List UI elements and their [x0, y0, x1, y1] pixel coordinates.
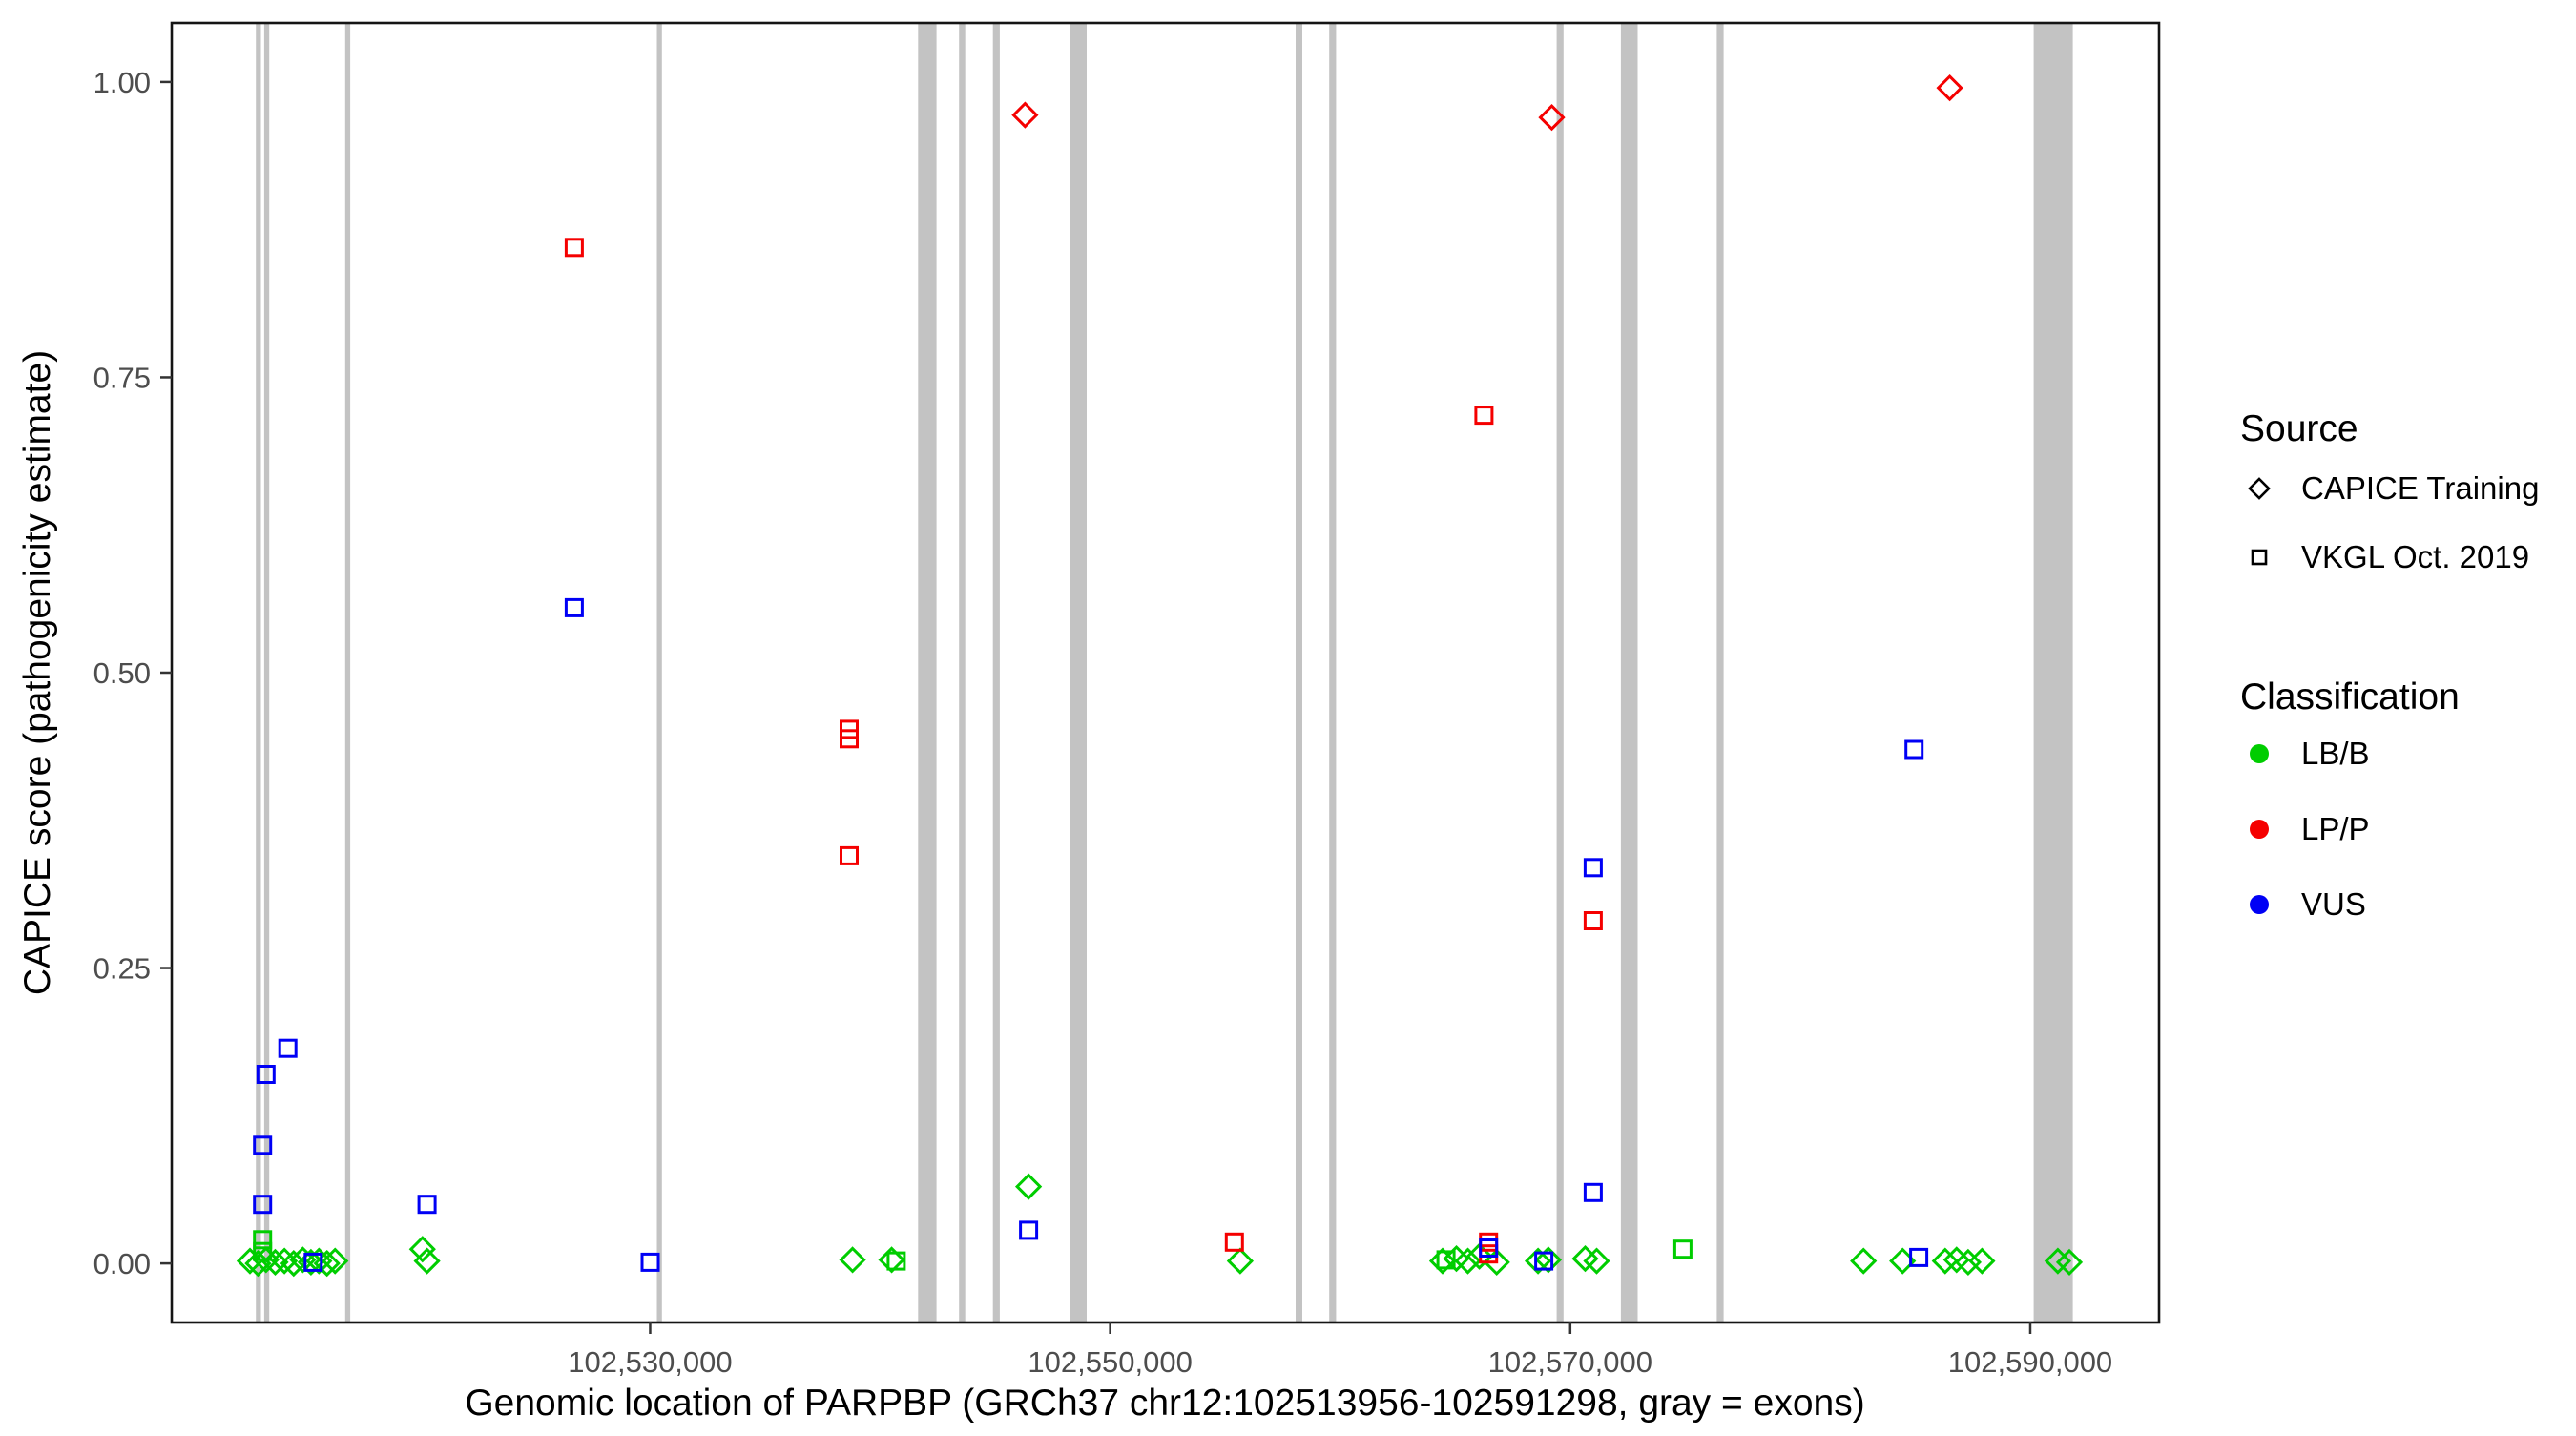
- exon-band: [1296, 23, 1302, 1322]
- data-point-diamond: [408, 1236, 436, 1263]
- point-layer: [236, 73, 2084, 1278]
- data-point-diamond: [1011, 101, 1039, 129]
- data-point-diamond: [413, 1247, 441, 1275]
- legend-item-vkgl: VKGL Oct. 2019: [2301, 539, 2529, 574]
- data-point-diamond: [1524, 1247, 1552, 1275]
- data-point-square: [278, 1038, 298, 1058]
- y-tick-label: 1.00: [93, 66, 151, 99]
- data-point-diamond: [2055, 1248, 2084, 1277]
- data-point-diamond: [1954, 1248, 1983, 1277]
- data-point-diamond: [252, 1246, 280, 1274]
- exon-band: [1620, 23, 1638, 1322]
- exon-band: [992, 23, 1000, 1322]
- exon-band: [1329, 23, 1337, 1322]
- y-tick-label: 0.00: [93, 1247, 151, 1280]
- data-point-diamond: [839, 1246, 866, 1274]
- exon-band: [656, 23, 662, 1322]
- data-point-diamond: [1014, 1173, 1043, 1200]
- y-axis-title: CAPICE score (pathogenicity estimate): [17, 350, 58, 995]
- data-point-square: [564, 597, 584, 617]
- exon-band: [959, 23, 966, 1322]
- data-point-square: [256, 1065, 276, 1084]
- legend-source-title: Source: [2240, 408, 2358, 449]
- data-point-square: [1583, 1182, 1603, 1202]
- lpp-dot-icon: [2250, 820, 2269, 839]
- exon-band: [263, 23, 270, 1322]
- data-point-square: [303, 1252, 323, 1272]
- data-point-square: [564, 238, 584, 258]
- data-point-square: [253, 1241, 273, 1261]
- data-point-square: [1583, 858, 1603, 878]
- data-point-square: [253, 1230, 273, 1250]
- data-point-square: [1583, 911, 1603, 930]
- lbb-dot-icon: [2250, 744, 2269, 763]
- data-point-square: [840, 729, 859, 749]
- data-point-diamond: [1226, 1247, 1255, 1275]
- data-point-square: [1436, 1250, 1456, 1270]
- data-point-diamond: [1534, 1246, 1563, 1274]
- data-point-square: [1909, 1247, 1929, 1267]
- data-point-square: [253, 1195, 273, 1215]
- x-tick-label: 102,550,000: [1028, 1345, 1192, 1379]
- data-point-square: [886, 1251, 906, 1271]
- y-tick-label: 0.25: [93, 952, 151, 986]
- diamond-marker-icon: [2248, 477, 2271, 500]
- data-point-diamond: [1850, 1247, 1878, 1275]
- data-point-square: [1534, 1251, 1554, 1271]
- legend: Source CAPICE Training VKGL Oct. 2019 Cl…: [2240, 408, 2539, 922]
- exon-band: [918, 23, 937, 1322]
- vus-dot-icon: [2250, 895, 2269, 914]
- data-point-square: [417, 1195, 437, 1215]
- data-point-diamond: [322, 1247, 349, 1275]
- x-tick-label: 102,570,000: [1488, 1345, 1652, 1379]
- data-point-square: [1479, 1238, 1499, 1258]
- data-point-diamond: [1538, 103, 1566, 132]
- exon-band: [2033, 23, 2073, 1322]
- x-tick-label: 102,530,000: [568, 1345, 732, 1379]
- data-point-square: [640, 1252, 660, 1272]
- data-point-diamond: [878, 1246, 905, 1274]
- exon-band: [256, 23, 261, 1322]
- data-point-square: [253, 1135, 273, 1155]
- exon-band: [344, 23, 351, 1322]
- y-tick-label: 0.50: [93, 656, 151, 690]
- data-point-square: [1474, 406, 1494, 426]
- square-marker-icon: [2251, 549, 2268, 566]
- y-tick-label: 0.75: [93, 361, 151, 394]
- exon-band: [1556, 23, 1564, 1322]
- axis-layer: 102,530,000 102,550,000 102,570,000 102,590…: [93, 66, 2113, 1379]
- data-point-diamond: [1483, 1248, 1510, 1277]
- legend-classification-title: Classification: [2240, 676, 2460, 718]
- data-point-square: [1672, 1239, 1693, 1259]
- data-point-square: [1224, 1232, 1244, 1252]
- exon-band: [1716, 23, 1724, 1322]
- exon-band: [1070, 23, 1087, 1322]
- legend-item-capice-training: CAPICE Training: [2301, 470, 2539, 506]
- data-point-square: [1019, 1220, 1039, 1240]
- data-point-diamond: [1428, 1247, 1457, 1275]
- data-point-square: [1904, 739, 1924, 760]
- legend-item-lbb: LB/B: [2301, 736, 2370, 771]
- data-point-diamond: [2044, 1247, 2072, 1275]
- data-point-square: [840, 845, 859, 865]
- x-axis-title: Genomic location of PARPBP (GRCh37 chr12…: [465, 1383, 1864, 1424]
- data-point-diamond: [1465, 1242, 1493, 1270]
- data-point-diamond: [313, 1249, 341, 1278]
- data-point-diamond: [1936, 73, 1963, 102]
- data-point-diamond: [1454, 1247, 1482, 1275]
- legend-item-vus: VUS: [2301, 886, 2366, 922]
- data-point-diamond: [1931, 1247, 1959, 1275]
- exon-layer: [256, 23, 2073, 1322]
- plot-panel-border: [170, 21, 2161, 1324]
- data-point-diamond: [1583, 1247, 1610, 1275]
- data-point-diamond: [1571, 1244, 1599, 1273]
- data-point-diamond: [1968, 1247, 1996, 1275]
- x-tick-label: 102,590,000: [1948, 1345, 2112, 1379]
- legend-item-lpp: LP/P: [2301, 811, 2370, 846]
